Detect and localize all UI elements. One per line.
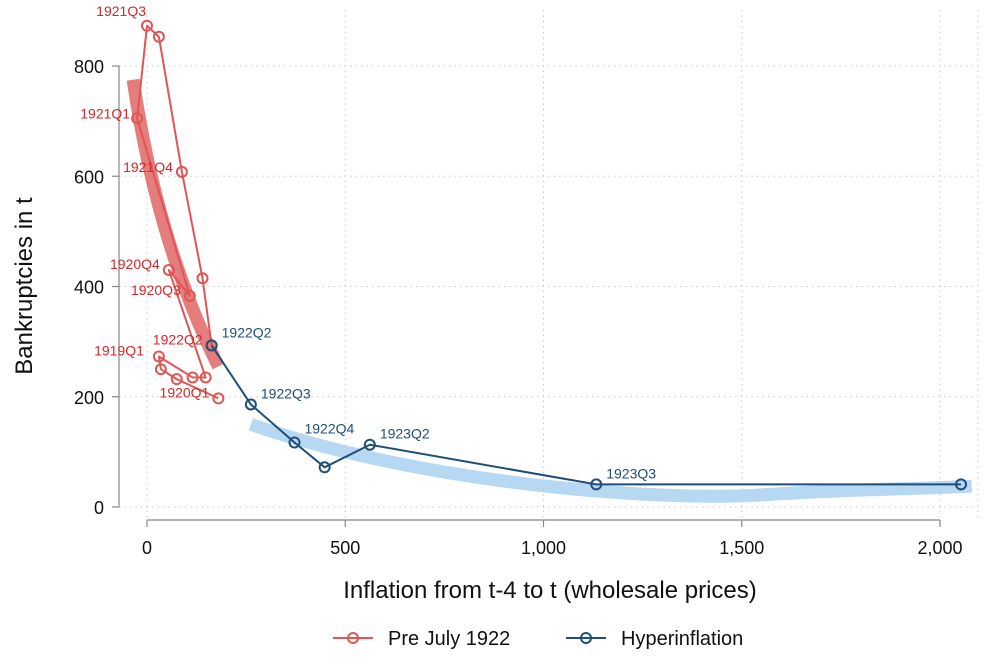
pre-point — [212, 392, 225, 405]
legend-item-pre: Pre July 1922 — [333, 628, 510, 650]
hyper-point-label: 1922Q2 — [222, 324, 272, 340]
pre-point-label: 1920Q3 — [131, 282, 181, 298]
pre-point-label: 1922Q2 — [153, 331, 203, 347]
pre-point-label: 1920Q1 — [160, 384, 210, 400]
legend-item-hyper: Hyperinflation — [566, 628, 743, 650]
pre-point-label: 1921Q3 — [96, 3, 146, 19]
pre-point-label: 1919Q1 — [94, 343, 144, 359]
legend-marker-pre — [347, 632, 359, 644]
legend-marker-hyper — [580, 632, 592, 644]
hyper-point — [318, 461, 331, 474]
series-points — [131, 19, 968, 491]
pre-point — [141, 19, 153, 32]
pre-point-label: 1920Q4 — [110, 256, 160, 272]
y-tick-label: 400 — [74, 278, 104, 298]
hyper-point — [205, 339, 218, 352]
fit-lines — [126, 78, 973, 503]
x-tick-label: 1,000 — [521, 538, 566, 558]
legend-label-pre: Pre July 1922 — [388, 628, 510, 650]
hyper-point — [244, 398, 257, 411]
point-labels: 1921Q3 1921Q1 1921Q4 1920Q4 1920Q3 1922Q2 1919… — [80, 3, 656, 482]
legend-label-hyper: Hyperinflation — [621, 628, 743, 650]
hyper-point-label: 1922Q3 — [261, 385, 311, 401]
pre-point — [162, 263, 175, 276]
x-tick-label: 500 — [330, 538, 360, 558]
pre-point — [175, 165, 188, 178]
axes — [118, 66, 940, 521]
pre-point-label: 1921Q4 — [123, 159, 173, 175]
pre-point — [186, 371, 199, 384]
pre-point — [170, 373, 183, 386]
legend: Pre July 1922 Hyperinflation — [333, 628, 743, 650]
hyper-point-label: 1923Q3 — [606, 465, 656, 481]
pre-point — [183, 289, 196, 302]
y-tick-label: 600 — [74, 167, 104, 187]
hyper-series-line — [210, 344, 962, 486]
y-tick-label: 800 — [74, 57, 104, 77]
hyper-point-label: 1923Q2 — [380, 426, 430, 442]
x-tick-label: 0 — [142, 538, 152, 558]
y-tick-label: 200 — [74, 388, 104, 408]
tick-labels: 0 500 1,000 1,500 2,000 0 200 400 600 800 — [74, 57, 963, 558]
pre-point — [154, 363, 167, 376]
pre-point — [199, 371, 212, 384]
hyper-point — [590, 478, 603, 491]
y-axis-title: Bankruptcies in t — [11, 197, 38, 375]
x-axis-title: Inflation from t-4 to t (wholesale price… — [343, 577, 757, 604]
grid — [119, 10, 979, 520]
hyper-point — [288, 436, 301, 449]
hyper-point — [955, 478, 968, 491]
pre-series-line — [136, 24, 219, 400]
pre-fit-line — [126, 78, 225, 370]
hyper-point — [363, 438, 376, 451]
x-tick-label: 2,000 — [917, 538, 962, 558]
hyper-fit-line — [248, 418, 973, 503]
x-tick-label: 1,500 — [719, 538, 764, 558]
pre-point — [196, 272, 209, 285]
pre-point — [152, 350, 165, 363]
pre-point — [131, 112, 144, 125]
y-tick-label: 0 — [94, 498, 104, 518]
pre-point — [152, 30, 165, 43]
hyper-point-label: 1922Q4 — [304, 421, 354, 437]
series-lines — [136, 24, 962, 486]
pre-point-label: 1921Q1 — [80, 105, 130, 121]
